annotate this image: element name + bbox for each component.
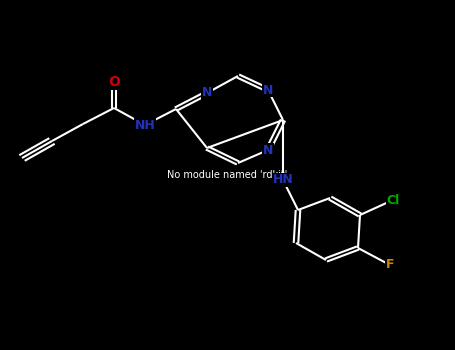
Text: N: N: [263, 144, 273, 156]
Text: NH: NH: [135, 119, 155, 132]
Text: N: N: [263, 84, 273, 97]
Text: Cl: Cl: [386, 194, 399, 206]
Text: O: O: [108, 75, 120, 89]
Text: N: N: [202, 86, 212, 99]
Text: No module named 'rdkit': No module named 'rdkit': [167, 170, 288, 180]
Text: HN: HN: [273, 174, 293, 187]
Text: F: F: [386, 259, 394, 272]
